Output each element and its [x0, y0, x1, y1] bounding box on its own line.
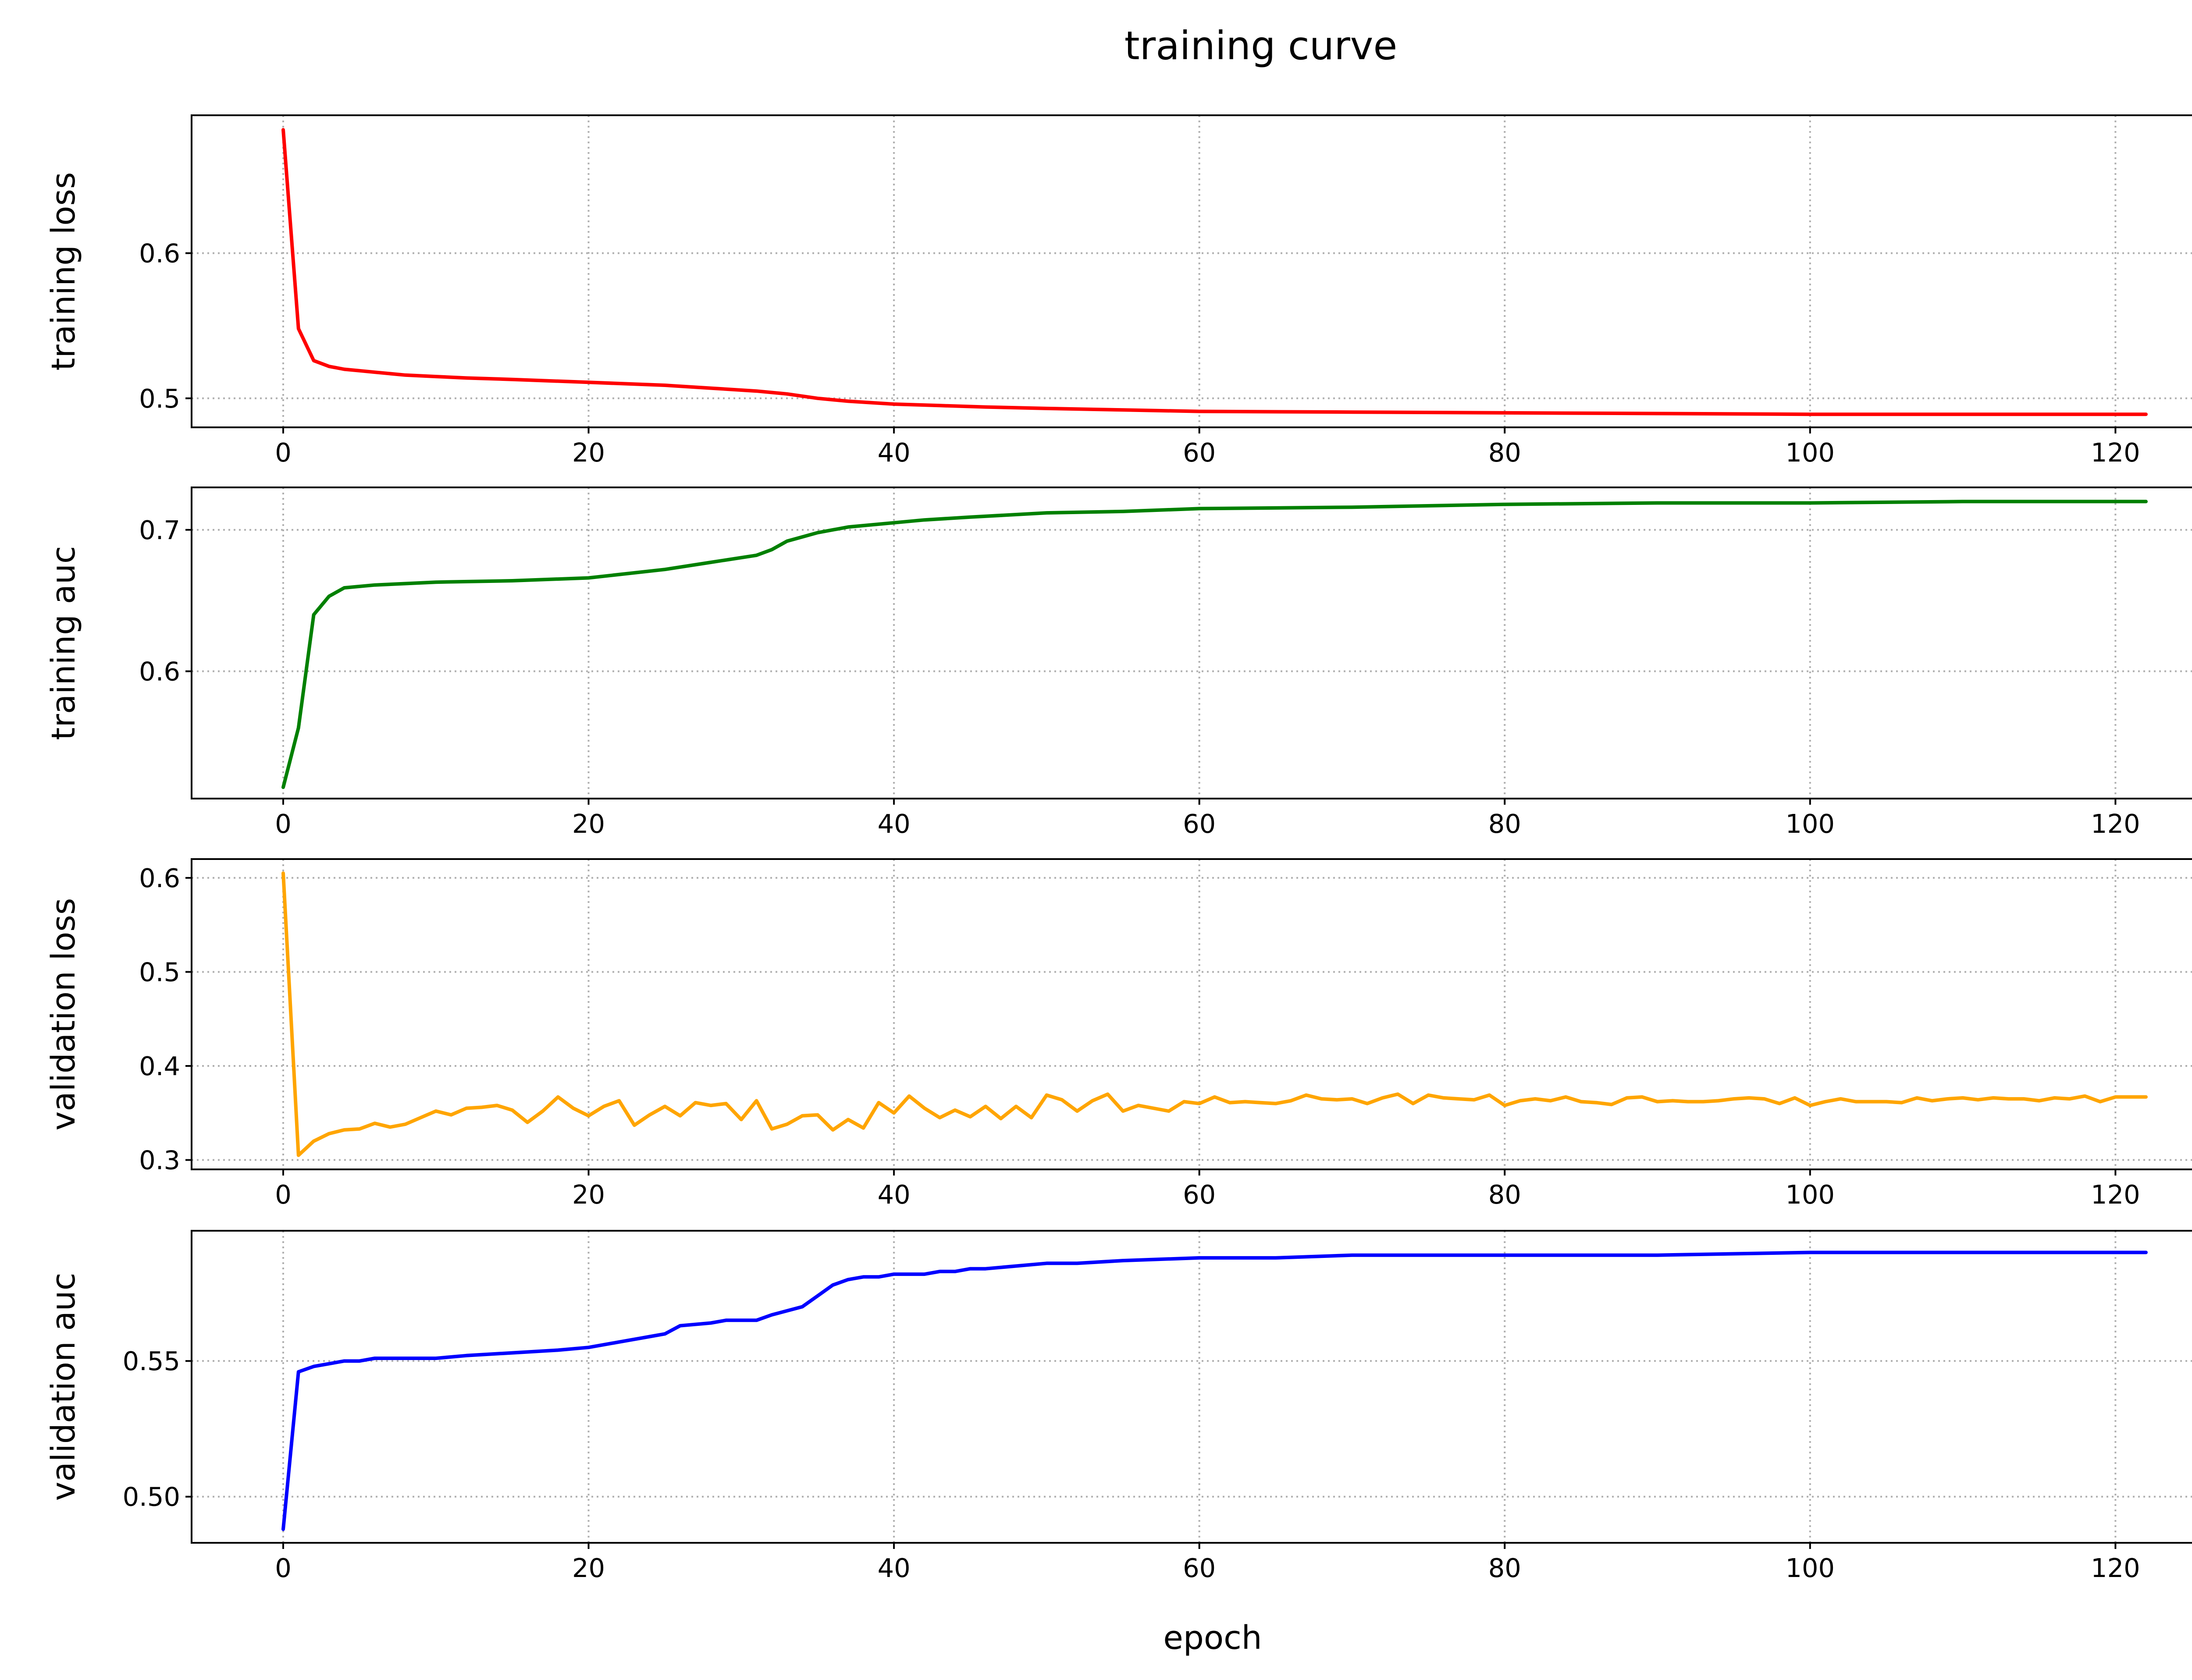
- training-auc-x-tick-label: 40: [878, 809, 911, 839]
- training-auc-x-tick-label: 60: [1183, 809, 1216, 839]
- validation-loss-y-tick-label: 0.3: [139, 1145, 180, 1176]
- training-auc-x-tick-label: 80: [1488, 809, 1521, 839]
- training-loss-y-tick-label: 0.6: [139, 238, 180, 269]
- training-auc-y-axis-label: training auc: [45, 546, 82, 740]
- validation-auc-x-tick-label: 60: [1183, 1553, 1216, 1583]
- training-auc-x-tick-label: 120: [2091, 809, 2140, 839]
- training-loss-x-tick-label: 100: [1785, 437, 1835, 468]
- training-loss-x-tick-label: 0: [275, 437, 292, 468]
- validation-loss-y-tick-label: 0.6: [139, 863, 180, 893]
- validation-loss-x-tick-label: 60: [1183, 1179, 1216, 1210]
- validation-loss-y-tick-label: 0.5: [139, 957, 180, 987]
- training-loss-x-tick-label: 80: [1488, 437, 1521, 468]
- training-auc-y-tick-label: 0.6: [139, 657, 180, 687]
- training-loss-line: [281, 128, 2148, 416]
- validation-loss-y-axis-label: validation loss: [45, 898, 82, 1131]
- validation-loss-line: [281, 871, 2148, 1157]
- validation-auc-axes: 0 20 40 60 80 100 120 0.50 0.55 validation auc: [45, 1230, 2192, 1583]
- training-loss-y-tick-label: 0.5: [139, 384, 180, 414]
- training-auc-x-tick-label: 100: [1785, 809, 1835, 839]
- validation-auc-x-tick-label: 20: [572, 1553, 605, 1583]
- validation-auc-x-tick-label: 0: [275, 1553, 292, 1583]
- validation-loss-x-tick-label: 20: [572, 1179, 605, 1210]
- training-loss-x-tick-label: 20: [572, 437, 605, 468]
- training-auc-frame: [191, 487, 2192, 799]
- validation-auc-x-tick-label: 40: [878, 1553, 911, 1583]
- training-loss-frame: [191, 114, 2192, 428]
- training-loss-x-tick-label: 120: [2091, 437, 2140, 468]
- validation-loss-axes: 0 20 40 60 80 100 120 0.3 0.4 0.5 0.6 validation lo…: [45, 858, 2192, 1210]
- training-auc-y-tick-label: 0.7: [139, 515, 180, 545]
- validation-auc-x-tick-label: 120: [2091, 1553, 2140, 1583]
- validation-loss-x-tick-label: 80: [1488, 1179, 1521, 1210]
- validation-loss-y-tick-label: 0.4: [139, 1051, 180, 1081]
- chart-title: training curve: [1124, 23, 1397, 68]
- validation-loss-x-tick-label: 40: [878, 1179, 911, 1210]
- validation-loss-x-tick-label: 0: [275, 1179, 292, 1210]
- training-loss-axes: 0 20 40 60 80 100 120 0.5 0.6 training loss: [45, 114, 2192, 468]
- training-loss-y-axis-label: training loss: [45, 172, 82, 370]
- validation-auc-frame: [191, 1230, 2192, 1544]
- training-loss-x-tick-label: 60: [1183, 437, 1216, 468]
- training-auc-line: [281, 500, 2148, 789]
- training-auc-axes: 0 20 40 60 80 100 120 0.6 0.7 training auc: [45, 487, 2192, 839]
- validation-auc-y-axis-label: validation auc: [45, 1273, 82, 1501]
- validation-loss-x-tick-label: 120: [2091, 1179, 2140, 1210]
- validation-auc-x-tick-label: 80: [1488, 1553, 1521, 1583]
- validation-auc-y-tick-label: 0.55: [123, 1346, 180, 1376]
- training-loss-x-tick-label: 40: [878, 437, 911, 468]
- subplot-panels: 0 20 40 60 80 100 120 0.5 0.6 training loss 0 20 40 6…: [45, 114, 2192, 1583]
- validation-loss-x-tick-label: 100: [1785, 1179, 1835, 1210]
- training-auc-x-tick-label: 0: [275, 809, 292, 839]
- x-axis-label: epoch: [1163, 1619, 1262, 1657]
- validation-auc-line: [281, 1250, 2148, 1531]
- validation-loss-frame: [191, 858, 2192, 1170]
- validation-auc-y-tick-label: 0.50: [123, 1482, 180, 1512]
- training-auc-x-tick-label: 20: [572, 809, 605, 839]
- validation-auc-x-tick-label: 100: [1785, 1553, 1835, 1583]
